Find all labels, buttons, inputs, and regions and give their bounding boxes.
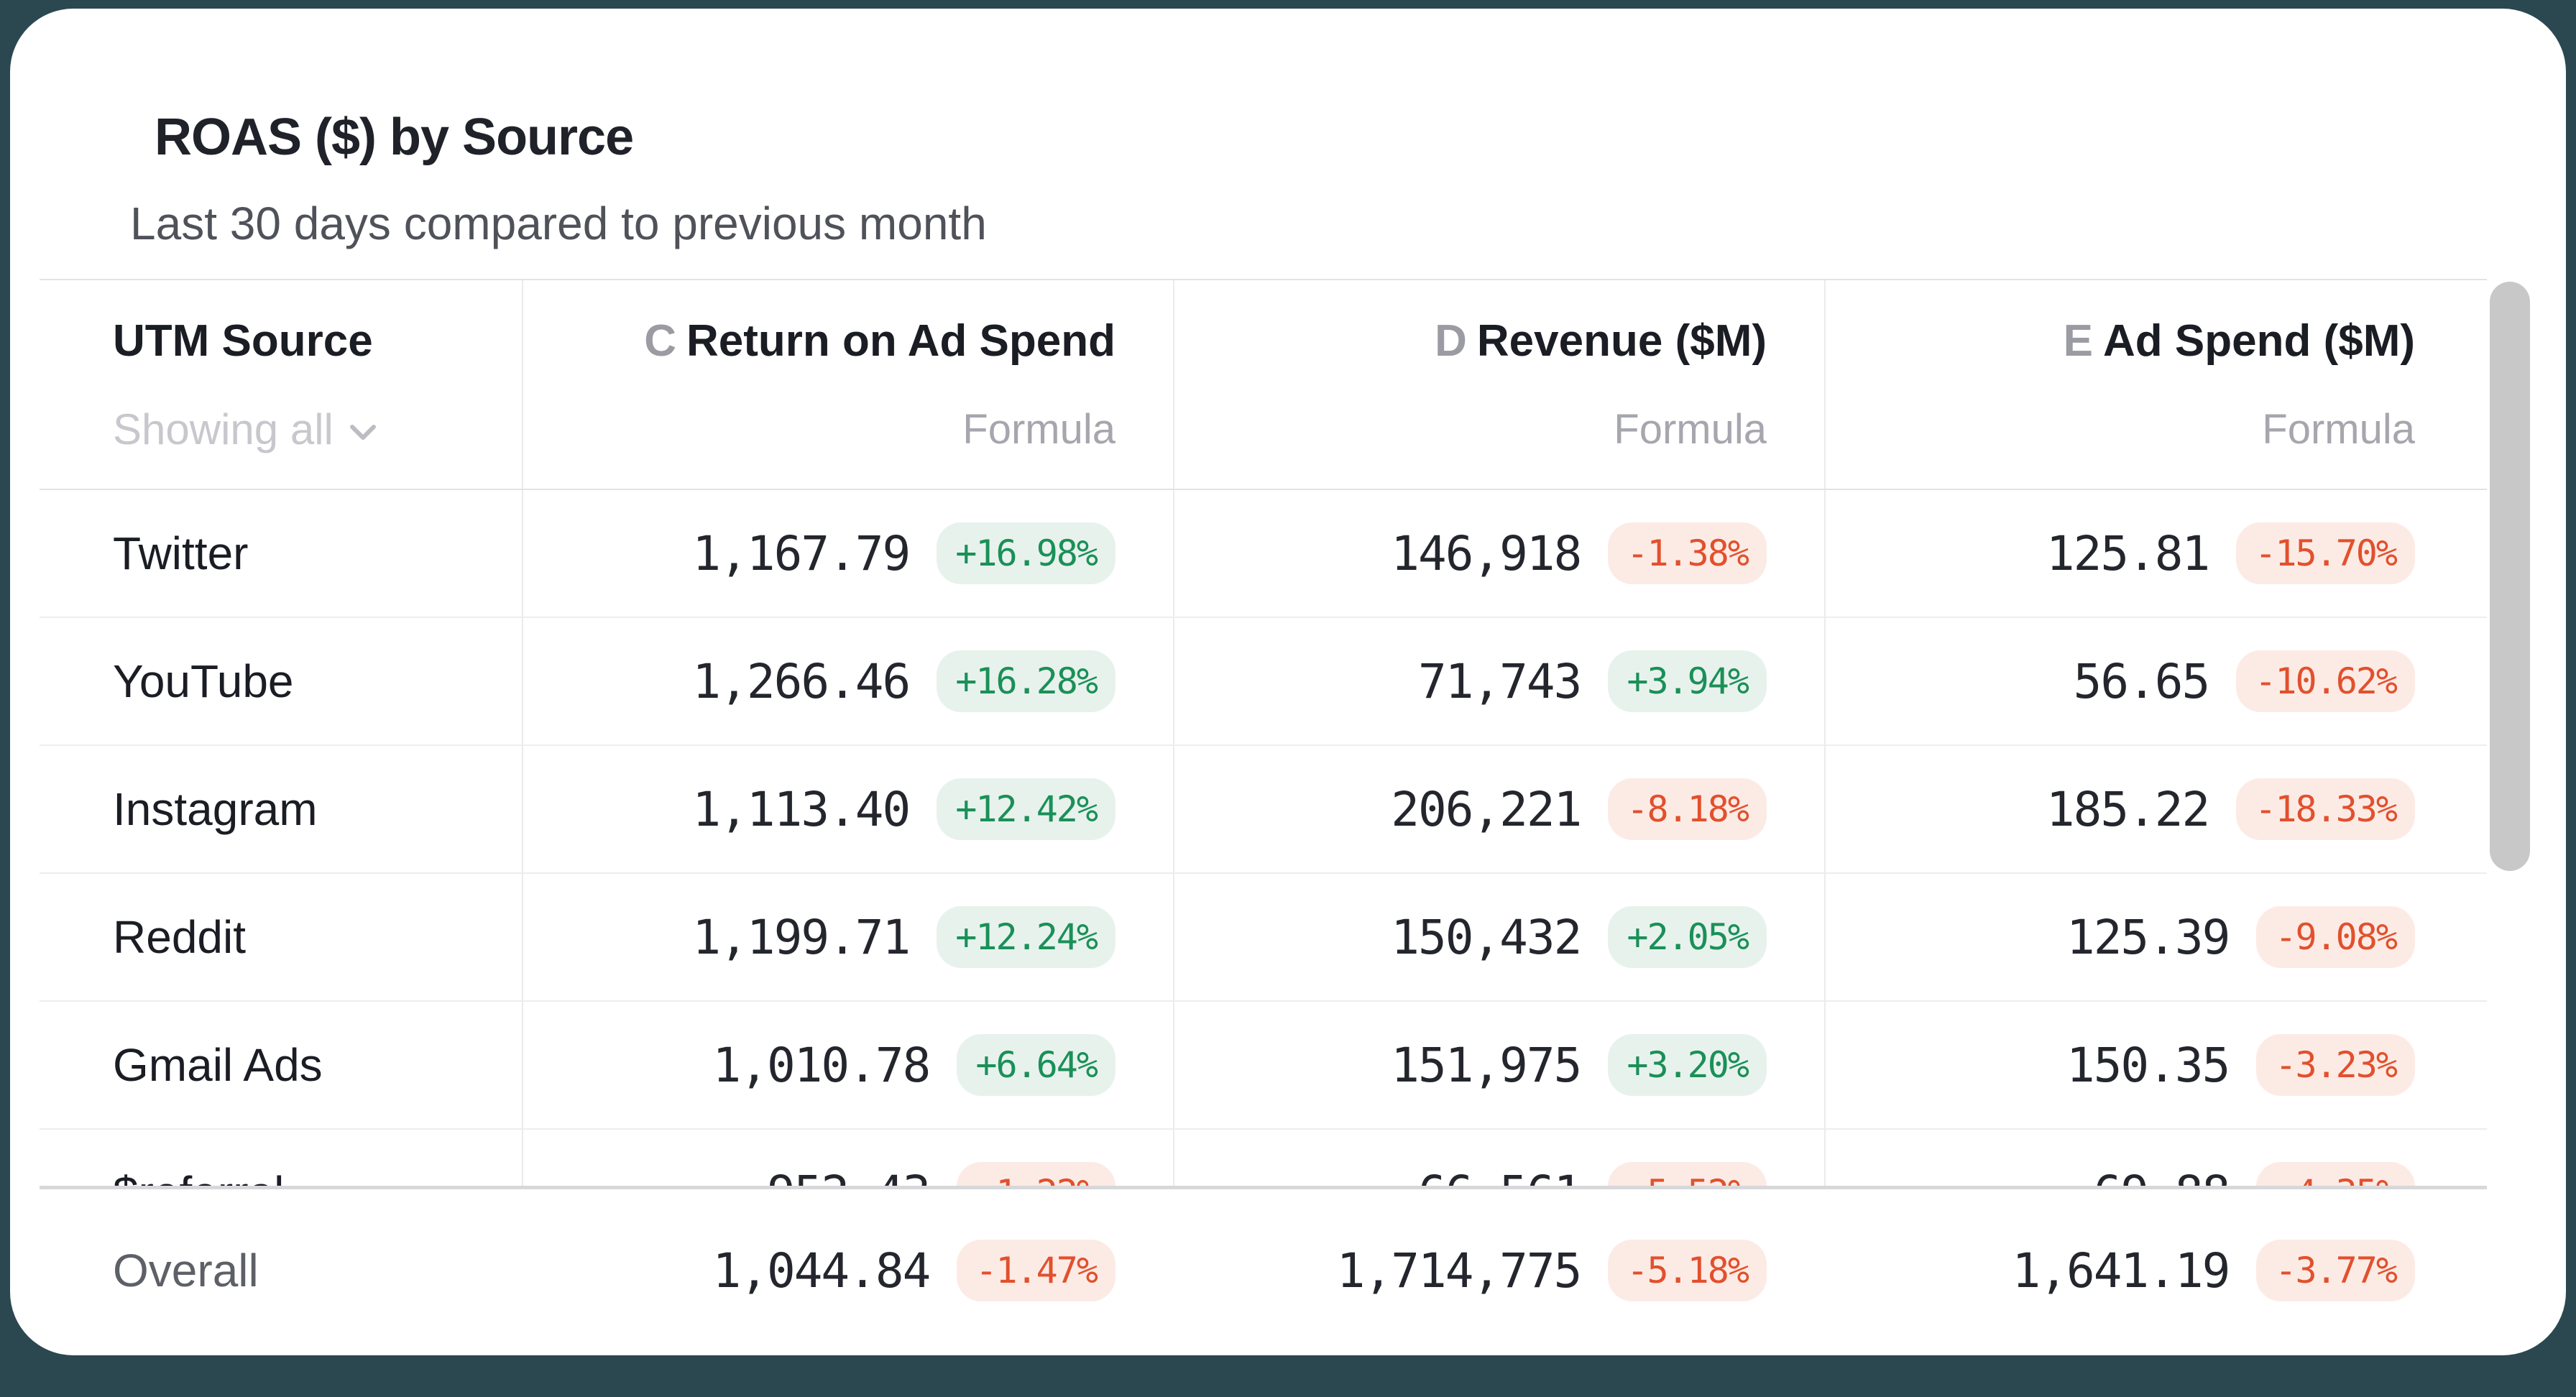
- source-filter-dropdown[interactable]: Showing all: [113, 407, 377, 453]
- table-row-gmail-ads[interactable]: Gmail Ads 1,010.78 +6.64% 151,975 +3.20% 1…: [40, 1002, 2487, 1130]
- roas-value: 1,167.79: [692, 525, 911, 581]
- roas-delta-badge: +12.24%: [937, 906, 1116, 968]
- source-filter-label: Showing all: [113, 405, 334, 453]
- revenue-value: 66,561: [1418, 1166, 1582, 1186]
- row-label: Gmail Ads: [113, 1039, 323, 1091]
- revenue-value: 151,975: [1391, 1037, 1582, 1093]
- ad-spend-value: 150.35: [2066, 1037, 2230, 1093]
- revenue-value: 71,743: [1417, 653, 1582, 709]
- column-header-ad-spend[interactable]: E Ad Spend ($M) Formula: [1824, 280, 2487, 489]
- ad-spend-value: 56.65: [2073, 653, 2211, 709]
- revenue-header-label: Revenue ($M): [1476, 316, 1767, 366]
- page-subtitle: Last 30 days compared to previous month: [130, 198, 987, 249]
- overall-roas-value: 1,044.84: [712, 1242, 931, 1299]
- roas-value: 1,199.71: [692, 909, 911, 965]
- overall-ad-spend-delta-badge: -3.77%: [2256, 1240, 2415, 1301]
- row-label: Reddit: [113, 911, 246, 963]
- revenue-value: 206,221: [1391, 781, 1582, 837]
- chevron-down-icon: [349, 425, 376, 440]
- roas-value: 952.43: [767, 1166, 931, 1186]
- table-row-referral[interactable]: $referral 952.43 -1.22% 66,561 -5.52% 69.8…: [40, 1130, 2487, 1186]
- ad-spend-delta-badge: -10.62%: [2236, 650, 2415, 712]
- revenue-value: 146,918: [1391, 525, 1582, 581]
- column-header-revenue[interactable]: D Revenue ($M) Formula: [1173, 280, 1824, 489]
- overall-label: Overall: [113, 1245, 259, 1296]
- row-label: Instagram: [113, 783, 318, 835]
- ad-spend-delta-badge: -4.35%: [2256, 1162, 2415, 1186]
- revenue-delta-badge: -8.18%: [1608, 778, 1767, 840]
- roas-delta-badge: +6.64%: [957, 1034, 1116, 1096]
- ad-spend-value: 185.22: [2046, 781, 2210, 837]
- table-row-youtube[interactable]: YouTube 1,266.46 +16.28% 71,743 +3.94% 56.…: [40, 618, 2487, 746]
- roas-formula-label: Formula: [962, 406, 1116, 453]
- revenue-formula-label: Formula: [1614, 406, 1767, 453]
- roas-delta-badge: -1.22%: [957, 1162, 1116, 1186]
- revenue-delta-badge: -5.52%: [1608, 1162, 1767, 1186]
- row-label: Twitter: [113, 527, 249, 579]
- vertical-scrollbar-thumb[interactable]: [2490, 282, 2530, 871]
- ad-spend-delta-badge: -3.23%: [2256, 1034, 2415, 1096]
- column-header-utm-source: UTM Source Showing all: [40, 280, 522, 489]
- table-footer-overall-row: Overall 1,044.84 -1.47% 1,714,775 -5.18% 1…: [40, 1186, 2487, 1352]
- overall-revenue-value: 1,714,775: [1336, 1242, 1583, 1299]
- table-row-reddit[interactable]: Reddit 1,199.71 +12.24% 150,432 +2.05% 125…: [40, 874, 2487, 1002]
- ad-spend-delta-badge: -15.70%: [2236, 522, 2415, 584]
- revenue-delta-badge: -1.38%: [1608, 522, 1767, 584]
- revenue-value: 150,432: [1391, 909, 1582, 965]
- roas-table: UTM Source Showing all C Return on Ad Spe…: [40, 279, 2487, 1352]
- revenue-delta-badge: +2.05%: [1608, 906, 1767, 968]
- column-letter-c: C: [644, 316, 676, 366]
- revenue-delta-badge: +3.94%: [1608, 650, 1767, 712]
- ad-spend-header-label: Ad Spend ($M): [2103, 316, 2415, 366]
- table-row-twitter[interactable]: Twitter 1,167.79 +16.98% 146,918 -1.38% 12…: [40, 490, 2487, 618]
- ad-spend-delta-badge: -18.33%: [2236, 778, 2415, 840]
- utm-source-header-label: UTM Source: [113, 316, 373, 366]
- overall-ad-spend-value: 1,641.19: [2012, 1242, 2230, 1299]
- roas-delta-badge: +16.98%: [937, 522, 1116, 584]
- ad-spend-delta-badge: -9.08%: [2256, 906, 2415, 968]
- roas-delta-badge: +16.28%: [937, 650, 1116, 712]
- table-scroll-viewport: Twitter 1,167.79 +16.98% 146,918 -1.38% 12…: [40, 490, 2487, 1186]
- revenue-delta-badge: +3.20%: [1608, 1034, 1767, 1096]
- ad-spend-value: 125.39: [2066, 909, 2230, 965]
- column-letter-e: E: [2063, 316, 2094, 366]
- roas-widget-card: ROAS ($) by Source Last 30 days compared…: [10, 9, 2566, 1355]
- column-header-roas[interactable]: C Return on Ad Spend Formula: [522, 280, 1173, 489]
- table-row-instagram[interactable]: Instagram 1,113.40 +12.42% 206,221 -8.18% …: [40, 746, 2487, 874]
- ad-spend-value: 69.88: [2094, 1166, 2231, 1186]
- row-label: $referral: [40, 1130, 522, 1186]
- roas-delta-badge: +12.42%: [937, 778, 1116, 840]
- ad-spend-value: 125.81: [2046, 525, 2210, 581]
- column-letter-d: D: [1435, 316, 1467, 366]
- overall-roas-delta-badge: -1.47%: [957, 1240, 1116, 1301]
- roas-value: 1,113.40: [692, 781, 911, 837]
- overall-revenue-delta-badge: -5.18%: [1608, 1240, 1767, 1301]
- roas-value: 1,010.78: [712, 1037, 931, 1093]
- table-header-row: UTM Source Showing all C Return on Ad Spe…: [40, 279, 2487, 490]
- page-title: ROAS ($) by Source: [155, 109, 634, 166]
- roas-header-label: Return on Ad Spend: [686, 316, 1116, 366]
- roas-value: 1,266.46: [692, 653, 911, 709]
- ad-spend-formula-label: Formula: [2262, 406, 2415, 453]
- row-label: YouTube: [113, 655, 294, 707]
